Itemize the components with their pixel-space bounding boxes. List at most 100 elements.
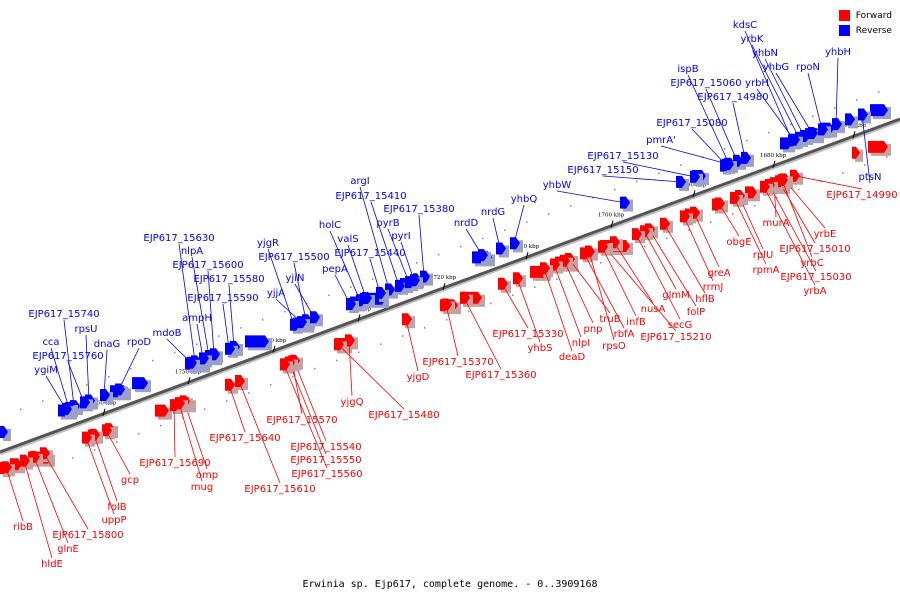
forward-lane-dot (754, 205, 756, 207)
gene-leader-line (764, 58, 805, 137)
gene-label: EJP617_15570 (266, 415, 337, 426)
tick-label: 1680 kbp (760, 153, 787, 159)
gene-label: hldE (41, 559, 63, 570)
gene-label: glmM (662, 290, 690, 301)
gene-block (870, 104, 888, 117)
gene-label: pyrI (391, 231, 410, 242)
forward-lane-dot (336, 359, 338, 362)
forward-lane-dot (666, 237, 668, 240)
gene-label: yhbG (763, 62, 789, 73)
reverse-lane-dot (416, 262, 418, 264)
gene-leader-line (643, 231, 677, 290)
gene-label: pepA (322, 264, 348, 275)
gene-leader-line (445, 304, 459, 357)
gene-leader-line (118, 347, 140, 390)
gene-block-shadow (481, 252, 491, 265)
reverse-lane-dot (218, 335, 220, 337)
gene-block (395, 279, 405, 292)
gene-label: rrmJ (703, 282, 724, 293)
gene-label: valS (337, 234, 358, 245)
legend-forward: Forward (838, 8, 892, 23)
gene-label: ribB (13, 522, 33, 533)
gene-label: EJP617_15640 (209, 433, 280, 444)
gene-label: mdoB (152, 328, 181, 339)
gene-block (410, 274, 420, 287)
gene-label: EJP617_15590 (187, 293, 258, 304)
forward-lane-dot (578, 270, 580, 272)
gene-label: rpoD (127, 337, 152, 348)
forward-lane-dot (292, 375, 294, 378)
gene-label: holC (319, 220, 341, 231)
forward-lane-dot (534, 286, 536, 288)
reverse-lane-dot (482, 237, 484, 240)
gene-leader-line (196, 323, 204, 359)
gene-label: EJP617_15560 (291, 469, 362, 480)
reverse-lane-dot (130, 367, 132, 370)
gene-leader-line (602, 175, 681, 183)
gene-label: greA (707, 268, 730, 279)
gene-label: EJP617_15500 (258, 252, 329, 263)
gene-leader-line (63, 319, 75, 407)
forward-lane-dot (600, 262, 602, 264)
gene-label: deaD (559, 352, 586, 363)
gene-leader-line (768, 184, 817, 272)
reverse-lane-dot (438, 253, 440, 256)
gene-leader-line (5, 467, 24, 522)
reverse-lane-dot (20, 408, 22, 411)
reverse-lane-dot (108, 376, 110, 378)
tick-mark (102, 408, 106, 416)
gene-block (540, 262, 550, 275)
gene-leader-line (588, 251, 615, 341)
gene-block (715, 197, 725, 210)
forward-lane-dot (556, 278, 558, 280)
gene-label: secG (668, 320, 693, 331)
gene-block (513, 272, 523, 285)
gene-label: yjgQ (341, 397, 364, 408)
reverse-lane-dot (394, 270, 396, 272)
forward-lane-dot (842, 172, 844, 174)
forward-lane-dot (28, 473, 30, 476)
gene-block (132, 377, 148, 390)
gene-leader-line (613, 242, 654, 304)
gene-leader-line (238, 380, 281, 484)
gene-label: EJP617_15030 (780, 272, 851, 283)
gene-leader-line (807, 72, 823, 130)
gene-block (82, 431, 92, 444)
reverse-lane-dot (570, 205, 572, 207)
forward-lane-dot (72, 457, 74, 459)
gene-block (680, 210, 690, 223)
gene-leader-line (228, 384, 246, 433)
gene-block (852, 146, 860, 159)
gene-label: EJP617_15440 (334, 248, 405, 259)
reverse-lane-dot (636, 180, 638, 183)
gene-label: EJP617_14980 (697, 92, 768, 103)
gene-label: EJP617_15690 (139, 458, 210, 469)
gene-label: infB (626, 317, 646, 328)
gene-leader-line (744, 30, 793, 141)
forward-lane-dot (424, 327, 426, 329)
gene-label: rpsU (75, 324, 98, 335)
gene-label: yhbW (543, 180, 572, 191)
gene-label: pmrA' (646, 135, 676, 146)
gene-label: EJP617_15760 (32, 351, 103, 362)
gene-block (498, 277, 508, 290)
gene-label: rpsO (602, 341, 626, 352)
gene-block (778, 174, 788, 187)
reverse-lane-dot (350, 286, 352, 288)
gene-leader-line (283, 364, 328, 469)
gene-label: EJP617_14990 (826, 190, 897, 201)
gene-label: EJP617_15360 (465, 370, 536, 381)
gene-label: uppP (101, 515, 126, 526)
reverse-lane-dot (262, 319, 264, 321)
reverse-lane-dot (504, 229, 506, 232)
forward-lane-dot (820, 180, 822, 183)
tick-mark (852, 131, 856, 139)
gene-label: EJP617_15080 (656, 118, 727, 129)
genome-axis (0, 117, 900, 454)
forward-lane-dot (864, 164, 866, 166)
gene-leader-line (85, 334, 90, 401)
gene-leader-line (222, 303, 230, 349)
gene-block (760, 180, 770, 193)
gene-block (362, 292, 372, 305)
gene-block (790, 133, 800, 146)
